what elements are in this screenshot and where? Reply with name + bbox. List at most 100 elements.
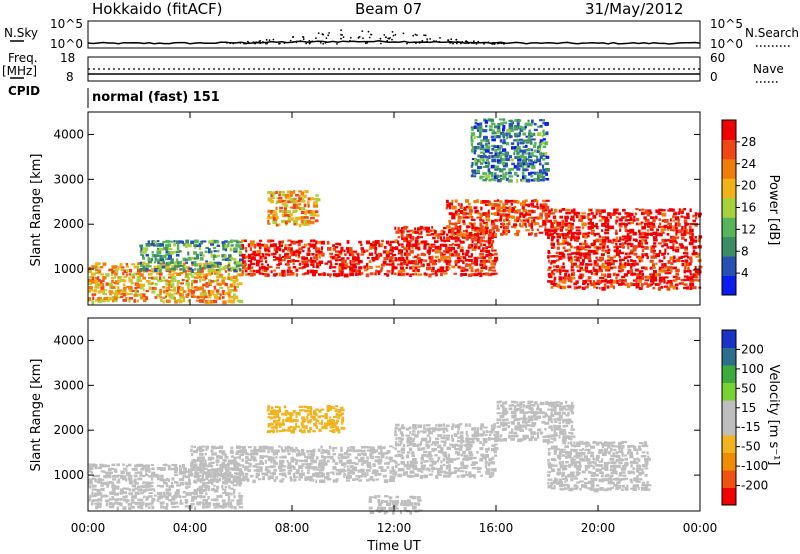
echo-cell (126, 269, 129, 272)
echo-cell (159, 254, 164, 259)
echo-cell (244, 268, 248, 273)
echo-cell (278, 257, 282, 261)
nave-bottom-tick: 0 (710, 70, 718, 84)
echo-cell (406, 436, 411, 441)
echo-cell (635, 478, 639, 482)
echo-cell (581, 470, 586, 474)
echo-cell (599, 256, 604, 261)
echo-cell (483, 135, 488, 140)
echo-cell (151, 254, 156, 258)
echo-cell (607, 212, 612, 216)
echo-cell (525, 203, 530, 207)
echo-cell (658, 225, 661, 228)
echo-cell (615, 222, 618, 225)
echo-cell (542, 205, 547, 209)
echo-cell (500, 404, 504, 408)
echo-cell (116, 506, 119, 511)
echo-cell (462, 256, 467, 260)
echo-cell (488, 461, 491, 465)
echo-cell (259, 247, 262, 250)
echo-cell (684, 255, 689, 258)
echo-cell (530, 174, 534, 178)
echo-cell (584, 464, 589, 469)
echo-cell (371, 496, 377, 499)
echo-cell (658, 273, 661, 277)
nsky-point (262, 41, 264, 43)
echo-cell (565, 424, 569, 428)
echo-cell (278, 463, 283, 466)
echo-cell (190, 282, 193, 287)
echo-cell (508, 205, 511, 210)
echo-cell (170, 258, 174, 263)
echo-cell (537, 434, 540, 439)
echo-cell (295, 209, 298, 212)
echo-cell (173, 292, 177, 295)
echo-cell (513, 146, 518, 150)
echo-cell (555, 255, 559, 258)
echo-cell (352, 265, 357, 269)
echo-cell (211, 487, 215, 492)
echo-cell (621, 238, 625, 241)
echo-cell (607, 441, 613, 445)
echo-cell (519, 162, 525, 166)
echo-cell (99, 481, 105, 484)
echo-cell (406, 247, 410, 250)
echo-cell (556, 448, 560, 451)
echo-cell (190, 464, 195, 467)
nsky-point (245, 42, 247, 45)
echo-cell (505, 129, 511, 132)
echo-cell (97, 505, 102, 509)
echo-cell (684, 222, 688, 226)
echo-cell (598, 215, 602, 218)
echo-cell (389, 499, 392, 503)
echo-cell (400, 461, 405, 465)
echo-cell (227, 272, 230, 277)
echo-cell (496, 437, 501, 442)
echo-cell (374, 473, 378, 477)
echo-cell (238, 502, 243, 505)
echo-cell (632, 272, 636, 276)
echo-cell (542, 435, 547, 439)
echo-cell (547, 236, 550, 239)
nsky-point (311, 40, 314, 43)
echo-cell (483, 222, 488, 225)
echo-cell (579, 454, 583, 457)
echo-cell (675, 232, 678, 236)
echo-cell (609, 256, 614, 261)
echo-cell (686, 232, 691, 235)
echo-cell (573, 461, 577, 466)
echo-cell (159, 265, 163, 269)
echo-cell (205, 282, 208, 286)
nsky-scatter (226, 29, 506, 45)
echo-cell (570, 431, 574, 435)
echo-cell (566, 231, 571, 235)
echo-cell (548, 209, 551, 213)
echo-cell (471, 243, 474, 248)
echo-cell (405, 237, 409, 241)
echo-cell (646, 488, 651, 491)
echo-cell (178, 240, 184, 244)
echo-cell (142, 261, 146, 265)
echo-cell (242, 465, 246, 469)
echo-cell (522, 132, 526, 136)
echo-cell (381, 239, 384, 243)
echo-cell (114, 265, 118, 269)
echo-cell (615, 451, 619, 455)
echo-cell (527, 158, 531, 162)
echo-cell (298, 223, 302, 228)
echo-cell (562, 464, 567, 469)
echo-cell (130, 480, 134, 484)
echo-cell (641, 451, 646, 454)
echo-cell (578, 471, 581, 475)
echo-cell (270, 459, 273, 464)
echo-cell (341, 266, 344, 270)
echo-cell (105, 464, 110, 468)
echo-cell (502, 408, 507, 412)
echo-cell (511, 209, 514, 213)
echo-cell (462, 235, 466, 239)
echo-cell (474, 433, 480, 437)
echo-cell (460, 269, 465, 272)
echo-cell (314, 219, 319, 223)
echo-cell (505, 232, 508, 236)
